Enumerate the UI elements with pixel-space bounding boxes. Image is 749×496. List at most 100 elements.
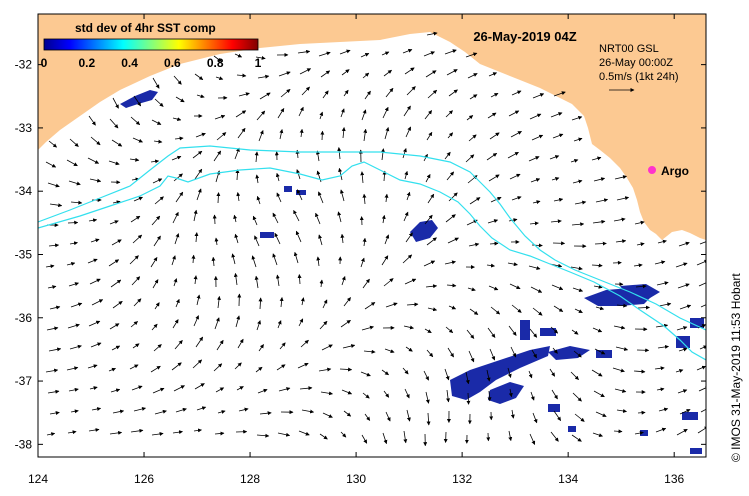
- current-arrow: [66, 159, 78, 167]
- current-arrow: [553, 91, 566, 97]
- current-arrow: [406, 191, 411, 201]
- current-arrow: [612, 367, 625, 373]
- current-arrow: [151, 119, 162, 125]
- current-arrow: [298, 106, 304, 117]
- current-arrow: [70, 200, 83, 205]
- x-tick-label: 132: [452, 472, 472, 486]
- argo-float-marker[interactable]: [648, 166, 656, 174]
- current-arrow: [298, 318, 304, 327]
- current-arrow: [696, 365, 706, 371]
- current-arrow: [488, 174, 500, 182]
- current-arrow: [112, 97, 119, 109]
- current-arrow: [510, 131, 522, 138]
- current-arrow: [342, 344, 356, 349]
- current-arrow: [550, 112, 563, 118]
- current-arrow: [213, 150, 222, 162]
- current-arrow: [88, 320, 101, 327]
- current-arrow: [571, 115, 583, 121]
- current-arrow: [173, 173, 183, 182]
- current-arrow: [489, 241, 499, 246]
- current-arrow: [657, 239, 667, 244]
- current-arrow: [678, 347, 688, 352]
- current-arrow: [466, 115, 474, 121]
- current-arrow: [592, 219, 606, 224]
- current-arrow: [488, 285, 499, 291]
- current-arrow: [700, 408, 706, 413]
- current-arrow: [339, 367, 353, 372]
- current-arrow: [276, 364, 286, 371]
- current-arrow: [446, 389, 451, 403]
- current-arrow: [446, 283, 457, 288]
- axes: 124 126 128 130 132 134 136 -32 -33 -34 -35 -36 -37 -…: [15, 14, 706, 486]
- current-arrow: [698, 280, 706, 287]
- current-arrow: [381, 214, 386, 224]
- current-arrow: [213, 363, 223, 372]
- current-arrow: [68, 282, 79, 287]
- current-arrow: [511, 90, 522, 96]
- current-arrow: [48, 140, 57, 148]
- current-arrow: [319, 433, 328, 440]
- current-arrow: [174, 233, 180, 245]
- current-arrow: [385, 411, 391, 422]
- current-arrow: [528, 370, 533, 379]
- current-arrow: [341, 276, 346, 286]
- y-tick-label: -35: [15, 247, 33, 261]
- current-arrow: [300, 339, 309, 348]
- current-arrow: [133, 196, 143, 202]
- current-arrow: [465, 154, 475, 163]
- current-arrow: [46, 326, 59, 331]
- current-arrow: [150, 256, 158, 268]
- current-arrow: [425, 70, 437, 78]
- current-arrow: [616, 408, 627, 413]
- current-arrow: [254, 275, 259, 289]
- current-arrow: [591, 156, 602, 161]
- current-arrow: [552, 133, 564, 139]
- current-arrow: [508, 388, 513, 398]
- current-arrow: [531, 243, 543, 248]
- current-arrow: [45, 161, 57, 168]
- legend-model: NRT00 GSL: [599, 43, 659, 55]
- current-arrow: [193, 209, 198, 222]
- current-arrow: [551, 177, 560, 181]
- current-arrow: [696, 259, 706, 266]
- current-arrow: [234, 147, 240, 160]
- current-arrow: [469, 308, 479, 315]
- current-arrow: [360, 371, 371, 377]
- current-arrow: [574, 200, 587, 205]
- current-arrow: [131, 276, 141, 286]
- current-arrow: [572, 287, 584, 292]
- current-arrow: [595, 306, 605, 311]
- current-arrow: [427, 307, 438, 312]
- current-arrow: [339, 189, 345, 202]
- current-arrow: [675, 369, 684, 373]
- current-arrow: [657, 344, 669, 349]
- current-arrow: [636, 242, 645, 247]
- current-arrow: [256, 110, 266, 121]
- current-arrow: [340, 319, 351, 328]
- current-arrow: [423, 370, 429, 381]
- current-arrow: [132, 234, 143, 244]
- current-arrow: [217, 410, 226, 414]
- legend-scale: 0.5m/s (1kt 24h): [599, 71, 678, 83]
- current-arrow: [322, 90, 329, 99]
- current-arrow: [465, 371, 470, 385]
- imos-credit: © IMOS 31-May-2019 11:53 Hobart: [729, 273, 743, 462]
- current-arrow: [132, 137, 143, 143]
- current-arrow: [380, 148, 385, 161]
- legend-time: 26-May 00:00Z: [599, 57, 673, 69]
- current-arrow: [445, 110, 453, 118]
- current-arrow: [256, 433, 270, 438]
- current-arrow: [532, 93, 545, 99]
- current-arrow: [634, 431, 644, 436]
- current-arrow: [254, 235, 260, 247]
- current-arrow: [341, 127, 346, 139]
- current-arrow: [679, 304, 692, 310]
- x-tick-label: 136: [664, 472, 684, 486]
- current-arrow: [192, 359, 203, 369]
- current-arrow: [572, 179, 583, 184]
- current-arrow: [175, 96, 185, 103]
- current-arrow: [47, 182, 60, 188]
- current-arrow: [447, 347, 454, 358]
- current-arrow: [510, 409, 515, 419]
- current-arrow: [570, 371, 579, 380]
